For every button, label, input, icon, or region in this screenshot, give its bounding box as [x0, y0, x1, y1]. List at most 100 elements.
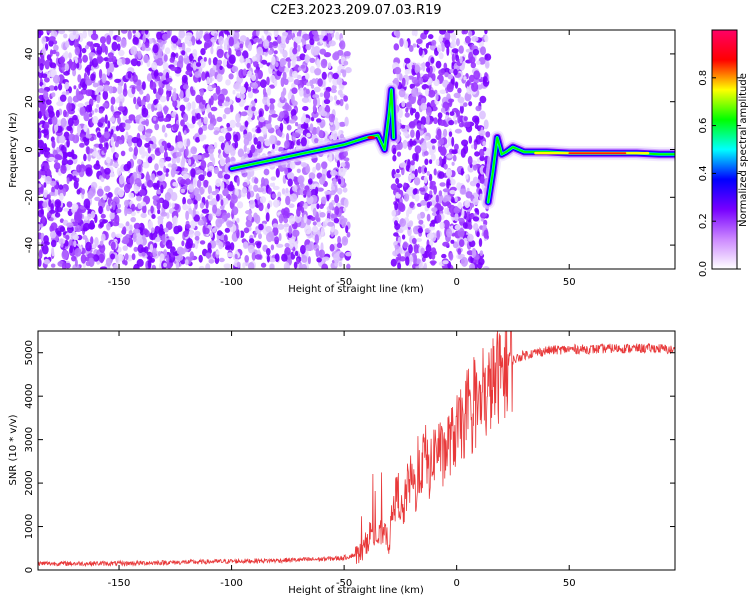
noise-speckle [154, 163, 159, 171]
noise-speckle [110, 253, 116, 260]
noise-speckle [437, 44, 442, 53]
noise-speckle [142, 34, 146, 43]
noise-speckle [199, 58, 206, 69]
noise-speckle [72, 230, 76, 236]
noise-speckle [423, 30, 429, 35]
noise-speckle [442, 188, 451, 193]
noise-speckle [430, 138, 437, 144]
noise-speckle [171, 43, 178, 51]
noise-speckle [319, 121, 325, 128]
noise-speckle [182, 113, 189, 123]
noise-speckle [48, 192, 56, 196]
noise-speckle [458, 45, 464, 54]
noise-speckle [436, 213, 442, 223]
noise-speckle [154, 123, 160, 131]
noise-speckle [251, 56, 257, 62]
noise-speckle [185, 147, 189, 157]
snr-background [38, 331, 675, 570]
noise-speckle [255, 193, 260, 201]
noise-speckle [330, 88, 337, 94]
noise-speckle [199, 88, 205, 97]
noise-speckle [281, 188, 286, 195]
noise-speckle [328, 113, 335, 123]
noise-speckle [252, 88, 260, 94]
noise-speckle [405, 256, 410, 266]
noise-speckle [289, 193, 298, 202]
noise-speckle [151, 61, 158, 71]
noise-speckle [70, 218, 75, 223]
noise-speckle [236, 217, 240, 223]
noise-speckle [343, 198, 349, 208]
noise-speckle [51, 140, 56, 149]
noise-speckle [342, 217, 348, 223]
noise-speckle [180, 159, 185, 168]
noise-speckle [137, 158, 142, 165]
noise-speckle [133, 246, 139, 252]
noise-speckle [451, 149, 459, 154]
noise-speckle [457, 248, 462, 255]
noise-speckle [99, 266, 108, 269]
noise-speckle [223, 234, 228, 243]
noise-speckle [287, 60, 291, 69]
noise-speckle [180, 178, 187, 185]
noise-speckle [484, 60, 490, 69]
noise-speckle [87, 190, 94, 199]
noise-speckle [258, 202, 264, 212]
noise-speckle [457, 227, 465, 238]
noise-speckle [312, 94, 320, 99]
noise-speckle [161, 124, 166, 133]
noise-speckle [316, 58, 321, 69]
noise-speckle [159, 95, 167, 103]
noise-speckle [247, 70, 252, 78]
noise-speckle [83, 153, 87, 162]
noise-speckle [98, 253, 105, 263]
noise-speckle [124, 199, 130, 207]
noise-speckle [420, 124, 425, 129]
noise-speckle [339, 252, 345, 259]
noise-speckle [315, 162, 321, 171]
noise-speckle [195, 94, 202, 104]
noise-speckle [454, 196, 458, 203]
noise-speckle [251, 74, 256, 82]
noise-speckle [49, 225, 54, 233]
snr-y-label: SNR (10 * v/v) [8, 414, 19, 485]
noise-speckle [306, 82, 311, 87]
noise-speckle [327, 62, 332, 69]
noise-speckle [230, 147, 236, 157]
noise-speckle [296, 168, 301, 174]
noise-speckle [236, 261, 241, 269]
noise-speckle [274, 253, 280, 262]
noise-speckle [406, 209, 410, 218]
noise-speckle [260, 59, 268, 65]
noise-speckle [136, 96, 142, 106]
noise-speckle [277, 101, 285, 108]
noise-speckle [87, 153, 91, 162]
noise-speckle [122, 236, 130, 245]
noise-speckle [328, 40, 336, 47]
noise-speckle [58, 83, 63, 91]
noise-speckle [157, 209, 161, 215]
noise-speckle [98, 205, 103, 215]
noise-speckle [219, 157, 226, 167]
noise-speckle [177, 141, 184, 149]
noise-speckle [185, 70, 193, 76]
noise-speckle [271, 56, 276, 66]
noise-speckle [300, 137, 307, 147]
noise-speckle [72, 234, 79, 241]
noise-speckle [198, 254, 203, 263]
noise-speckle [305, 43, 312, 51]
noise-speckle [170, 191, 178, 202]
noise-speckle [172, 53, 177, 57]
noise-speckle [445, 169, 453, 178]
noise-speckle [50, 263, 56, 268]
noise-speckle [314, 138, 319, 144]
noise-speckle [83, 198, 91, 209]
noise-speckle [320, 58, 328, 69]
noise-speckle [396, 183, 403, 189]
noise-speckle [309, 65, 316, 74]
noise-speckle [431, 252, 436, 260]
noise-speckle [251, 106, 256, 112]
noise-speckle [438, 146, 443, 153]
noise-speckle [96, 54, 103, 64]
noise-speckle [117, 203, 121, 209]
